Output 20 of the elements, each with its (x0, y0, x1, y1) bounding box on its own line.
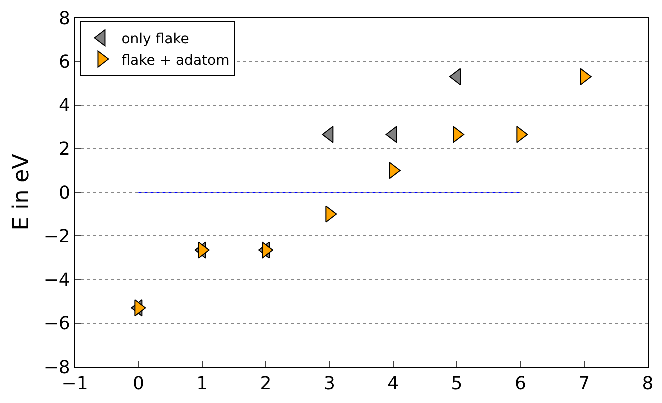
legend-label: flake + adatom (122, 52, 230, 69)
x-tick-label: 2 (260, 374, 272, 395)
y-tick-label: −2 (44, 226, 70, 248)
x-tick-label: 3 (324, 374, 336, 395)
x-tick-label: 8 (642, 374, 654, 395)
x-tick-label: 5 (451, 374, 463, 395)
x-tick-label: 6 (514, 374, 526, 395)
y-tick-label: −4 (44, 270, 70, 292)
x-tick-label: 0 (132, 374, 144, 395)
y-tick-label: 4 (58, 96, 70, 117)
y-tick-label: 8 (58, 8, 70, 30)
y-tick-label: 0 (58, 182, 70, 204)
y-axis-title: E in eV (10, 154, 35, 231)
y-tick-label: 2 (58, 139, 70, 160)
x-tick-label: 4 (388, 374, 400, 395)
y-tick-label: 6 (58, 52, 70, 73)
x-tick-label: 1 (196, 374, 208, 395)
x-tick-label: 7 (578, 374, 590, 395)
legend-label: only flake (122, 32, 190, 48)
y-tick-label: −6 (44, 314, 70, 335)
